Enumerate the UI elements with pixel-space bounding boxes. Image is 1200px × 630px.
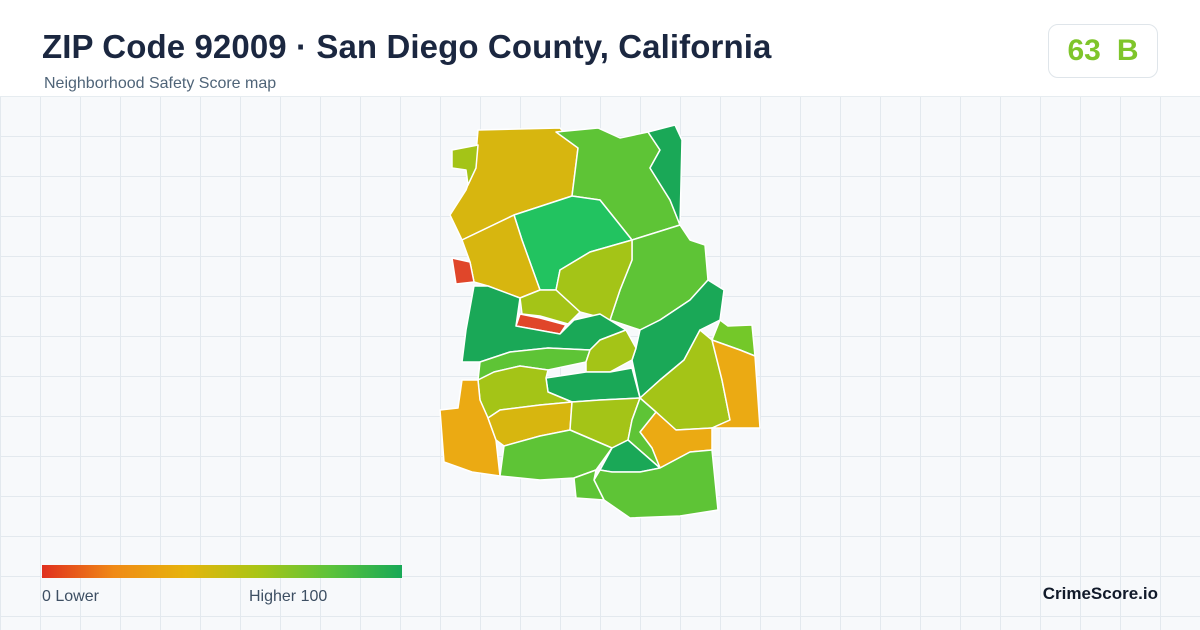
map-region[interactable]	[711, 339, 761, 429]
score-badge: 63 B	[1048, 24, 1158, 78]
header: ZIP Code 92009 · San Diego County, Calif…	[0, 0, 1200, 97]
score-grade: B	[1116, 34, 1139, 67]
legend-low-label: 0 Lower	[42, 588, 99, 605]
map-region[interactable]	[585, 329, 637, 373]
legend-high-label: Higher 100	[249, 588, 328, 605]
map-region[interactable]	[451, 144, 479, 186]
brand-logo-text[interactable]: CrimeScore.io	[1042, 584, 1158, 603]
legend-gradient-bar	[42, 565, 402, 578]
page-subtitle: Neighborhood Safety Score map	[44, 75, 277, 92]
map-region[interactable]	[451, 257, 475, 285]
map-region[interactable]	[573, 469, 605, 501]
map-region[interactable]	[647, 124, 683, 226]
page-title: ZIP Code 92009 · San Diego County, Calif…	[42, 28, 772, 65]
score-value: 63	[1067, 34, 1101, 67]
